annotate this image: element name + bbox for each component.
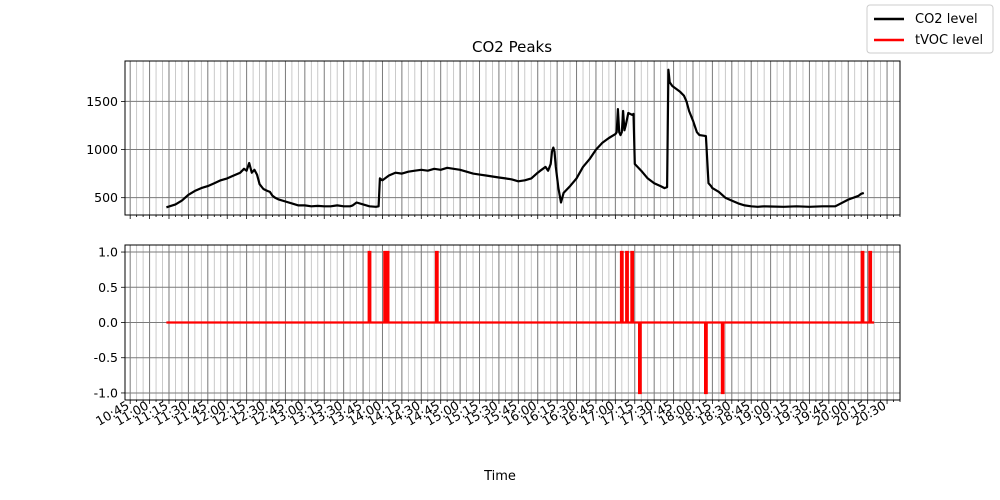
- y-tick-label: 1500: [86, 94, 118, 109]
- tvoc-y-ticks: -1.0 -0.5 0.0 0.5 1.0: [94, 245, 125, 400]
- y-tick-label: 500: [94, 190, 118, 205]
- legend: CO2 level tVOC level: [866, 4, 994, 54]
- x-axis-label: Time: [483, 469, 516, 484]
- y-tick-label: 0.5: [98, 280, 118, 295]
- tvoc-grid: [125, 245, 901, 404]
- co2-grid: [125, 61, 901, 219]
- legend-co2-label: CO2 level: [915, 12, 978, 27]
- y-tick-label: -0.5: [94, 350, 118, 365]
- co2-y-ticks: 500 1000 1500: [86, 94, 125, 205]
- tvoc-panel: -1.0 -0.5 0.0 0.5 1.0: [94, 244, 901, 404]
- chart-title: CO2 Peaks: [472, 38, 552, 56]
- co2-level-line: [166, 68, 865, 209]
- tvoc-axes-frame: [124, 244, 901, 401]
- y-tick-label: 0.0: [98, 315, 118, 330]
- x-ticks: 10:4511:0011:1511:3011:4512:0012:1512:30…: [93, 398, 889, 429]
- y-tick-label: -1.0: [94, 385, 118, 400]
- y-tick-label: 1000: [86, 142, 118, 157]
- tvoc-level-line: [166, 250, 875, 395]
- y-tick-label: 1.0: [98, 245, 118, 260]
- co2-panel: 500 1000 1500: [86, 60, 901, 219]
- tvoc-series: [166, 250, 875, 395]
- legend-tvoc-label: tVOC level: [915, 33, 983, 48]
- co2-series: [166, 68, 865, 209]
- co2-axes-frame: [124, 60, 901, 216]
